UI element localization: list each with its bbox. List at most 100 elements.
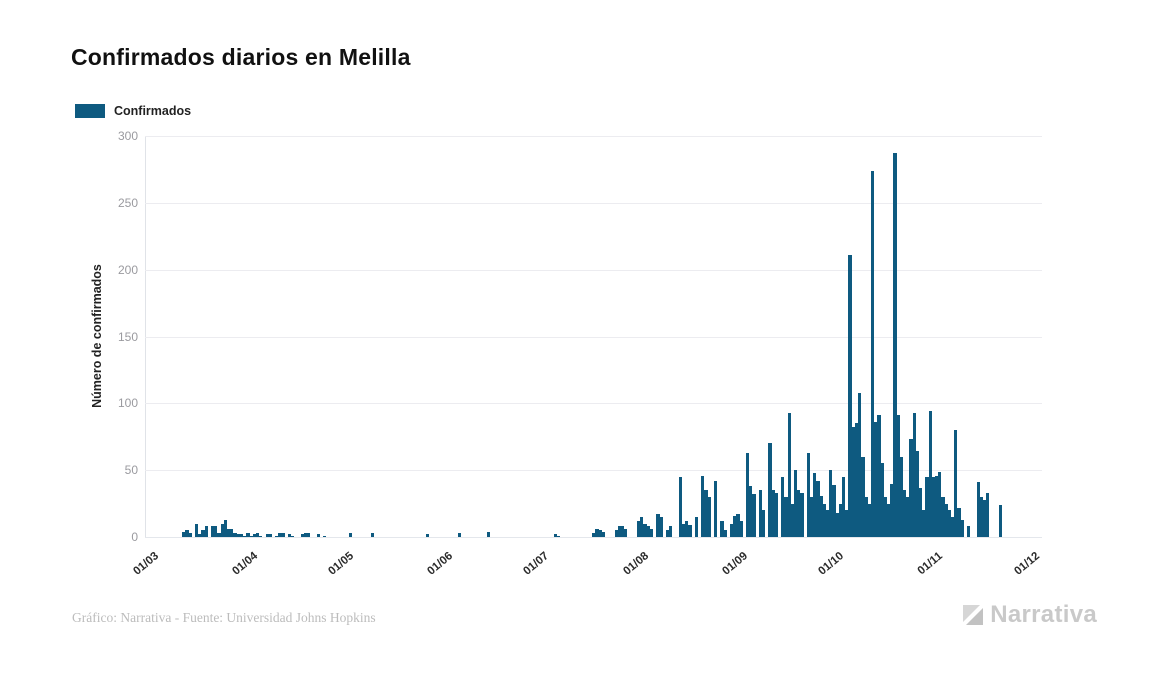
bar[interactable] [220, 523, 224, 537]
bar[interactable] [348, 533, 352, 537]
bar[interactable] [649, 528, 654, 537]
bar[interactable] [707, 496, 711, 537]
bar[interactable] [182, 531, 186, 537]
bar[interactable] [890, 483, 894, 537]
bar[interactable] [239, 534, 244, 537]
bar[interactable] [794, 470, 798, 537]
bar[interactable] [303, 533, 308, 537]
bar[interactable] [858, 392, 862, 537]
bar[interactable] [762, 510, 766, 537]
bar[interactable] [938, 471, 942, 537]
bar[interactable] [864, 496, 868, 537]
bar[interactable] [243, 535, 247, 537]
bar[interactable] [902, 490, 907, 537]
bar[interactable] [925, 476, 929, 537]
bar[interactable] [736, 514, 740, 537]
bar[interactable] [185, 530, 189, 537]
bar[interactable] [854, 423, 859, 537]
bar[interactable] [781, 476, 785, 537]
bar[interactable] [685, 520, 689, 537]
bar[interactable] [810, 496, 814, 537]
bar[interactable] [217, 533, 221, 537]
bar[interactable] [678, 476, 682, 537]
bar[interactable] [912, 412, 916, 537]
bar[interactable] [729, 523, 734, 537]
bar[interactable] [874, 422, 878, 537]
bar[interactable] [899, 456, 903, 537]
bar[interactable] [915, 451, 919, 537]
bar[interactable] [268, 534, 272, 537]
bar[interactable] [745, 452, 750, 537]
bar[interactable] [371, 533, 375, 537]
bar[interactable] [906, 496, 910, 537]
bar[interactable] [486, 531, 490, 537]
bar[interactable] [941, 496, 945, 537]
bar[interactable] [752, 494, 756, 537]
bar[interactable] [617, 526, 622, 537]
bar[interactable] [553, 534, 557, 537]
bar[interactable] [236, 534, 240, 537]
bar[interactable] [188, 533, 192, 537]
bar[interactable] [281, 533, 285, 537]
bar[interactable] [954, 430, 958, 537]
bar[interactable] [922, 510, 926, 537]
bar[interactable] [713, 480, 718, 537]
bar[interactable] [669, 526, 673, 537]
bar[interactable] [851, 427, 855, 537]
bar[interactable] [861, 456, 865, 537]
bar[interactable] [733, 515, 737, 537]
bar[interactable] [893, 153, 897, 537]
bar[interactable] [835, 512, 839, 537]
bar[interactable] [307, 533, 311, 537]
bar[interactable] [826, 510, 830, 537]
bar[interactable] [909, 439, 913, 537]
bar[interactable] [214, 526, 218, 537]
bar[interactable] [797, 490, 801, 537]
bar[interactable] [960, 519, 964, 537]
bar[interactable] [758, 490, 762, 537]
bar[interactable] [598, 530, 602, 537]
bar[interactable] [665, 530, 670, 537]
bar[interactable] [976, 482, 980, 537]
bar[interactable] [967, 526, 971, 537]
bar[interactable] [291, 535, 295, 537]
bar[interactable] [457, 533, 461, 537]
bar[interactable] [819, 495, 823, 537]
bar[interactable] [883, 496, 887, 537]
bar[interactable] [813, 472, 817, 537]
bar[interactable] [646, 526, 650, 537]
bar[interactable] [768, 443, 772, 537]
bar[interactable] [255, 533, 260, 537]
bar[interactable] [950, 516, 955, 537]
bar[interactable] [723, 530, 727, 537]
bar[interactable] [832, 484, 836, 537]
bar[interactable] [259, 535, 263, 537]
bar[interactable] [701, 475, 705, 537]
bar[interactable] [918, 487, 923, 537]
bar[interactable] [227, 528, 231, 537]
bar[interactable] [829, 470, 833, 537]
bar[interactable] [614, 530, 618, 537]
bar[interactable] [252, 534, 256, 537]
bar[interactable] [265, 534, 269, 537]
bar[interactable] [287, 534, 292, 537]
bar[interactable] [822, 503, 827, 537]
bar[interactable] [934, 475, 939, 537]
bar[interactable] [870, 170, 875, 537]
bar[interactable] [249, 535, 253, 537]
bar[interactable] [880, 463, 884, 537]
bar[interactable] [233, 533, 237, 537]
bar[interactable] [986, 492, 990, 537]
bar[interactable] [204, 526, 208, 537]
bar[interactable] [656, 514, 660, 537]
bar[interactable] [931, 476, 935, 537]
bar[interactable] [621, 526, 625, 537]
bar[interactable] [704, 490, 708, 537]
bar[interactable] [230, 528, 234, 537]
bar[interactable] [784, 496, 788, 537]
bar[interactable] [999, 504, 1003, 537]
legend-item-confirmados[interactable]: Confirmados [75, 104, 191, 118]
bar[interactable] [749, 486, 753, 537]
bar[interactable] [694, 516, 698, 537]
bar[interactable] [816, 480, 820, 537]
